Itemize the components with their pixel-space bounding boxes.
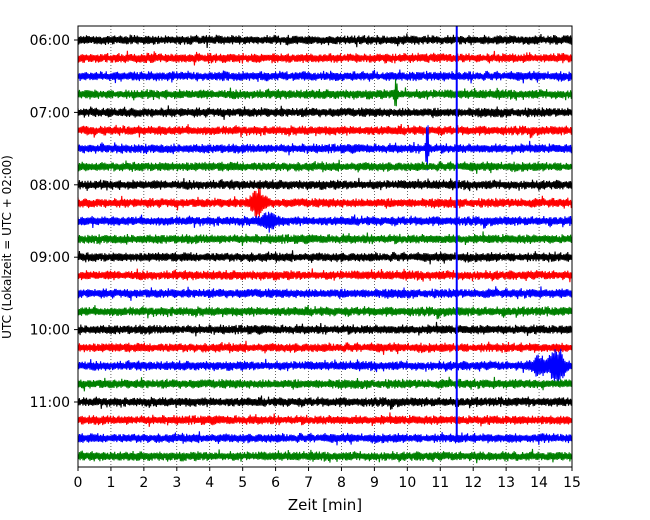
trace-0815 (77, 188, 573, 218)
x-tick-label: 5 (238, 475, 247, 491)
trace-0600 (77, 33, 573, 48)
trace-0615 (77, 50, 573, 66)
y-tick-label: 11:00 (30, 395, 70, 411)
y-axis: 06:00 07:00 08:00 09:00 10:00 11:00 (30, 33, 78, 411)
trace-1130 (77, 431, 573, 446)
trace-1045 (77, 376, 573, 392)
trace-group (77, 33, 573, 464)
x-tick-label: 12 (464, 475, 482, 491)
x-tick-label: 11 (431, 475, 449, 491)
y-tick-label: 06:00 (30, 33, 70, 49)
trace-0730 (77, 125, 573, 171)
x-tick-label: 4 (205, 475, 214, 491)
trace-0700 (77, 105, 573, 120)
trace-1100 (77, 395, 573, 410)
x-tick-label: 13 (497, 475, 515, 491)
trace-1015 (77, 340, 573, 355)
y-tick-label: 10:00 (30, 323, 70, 339)
y-axis-label: UTC (Lokalzeit = UTC + 02:00) (0, 155, 14, 339)
x-tick-label: 9 (370, 475, 379, 491)
trace-0900 (77, 250, 573, 265)
trace-0645 (77, 79, 573, 107)
trace-1115 (77, 412, 573, 427)
x-axis: 0 1 2 3 4 5 6 7 8 9 10 11 12 13 14 15 (74, 467, 581, 491)
trace-1000 (77, 321, 573, 337)
trace-0845 (77, 231, 573, 246)
x-tick-label: 2 (139, 475, 148, 491)
trace-0745 (77, 159, 573, 174)
trace-1030 (77, 348, 573, 383)
x-tick-label: 8 (337, 475, 346, 491)
plot-frame (77, 25, 573, 468)
x-tick-label: 0 (74, 475, 83, 491)
trace-0830 (77, 211, 573, 233)
x-tick-label: 3 (172, 475, 181, 491)
y-tick-label: 09:00 (30, 250, 70, 266)
trace-0930 (77, 286, 573, 301)
trace-0945 (77, 304, 573, 320)
trace-0715 (77, 123, 573, 139)
x-tick-label: 14 (530, 475, 548, 491)
x-tick-label: 7 (304, 475, 313, 491)
x-tick-label: 10 (398, 475, 416, 491)
y-tick-label: 08:00 (30, 178, 70, 194)
trace-0800 (77, 177, 573, 192)
trace-0915 (77, 268, 573, 283)
y-tick-label: 07:00 (30, 105, 70, 121)
x-tick-label: 6 (271, 475, 280, 491)
trace-1145 (77, 448, 573, 464)
x-tick-label: 15 (563, 475, 581, 491)
trace-0630 (77, 69, 573, 84)
x-axis-label: Zeit [min] (288, 496, 362, 514)
x-tick-label: 1 (106, 475, 115, 491)
